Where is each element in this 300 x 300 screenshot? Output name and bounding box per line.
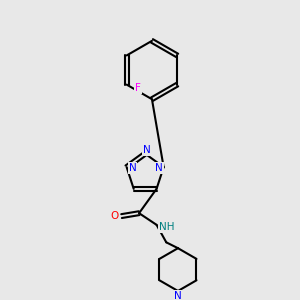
Text: N: N xyxy=(174,291,182,300)
Text: N: N xyxy=(155,163,163,173)
Text: F: F xyxy=(135,82,141,92)
Text: N: N xyxy=(129,163,136,173)
Text: O: O xyxy=(111,211,119,221)
Text: NH: NH xyxy=(158,222,174,232)
Text: N: N xyxy=(143,145,151,155)
